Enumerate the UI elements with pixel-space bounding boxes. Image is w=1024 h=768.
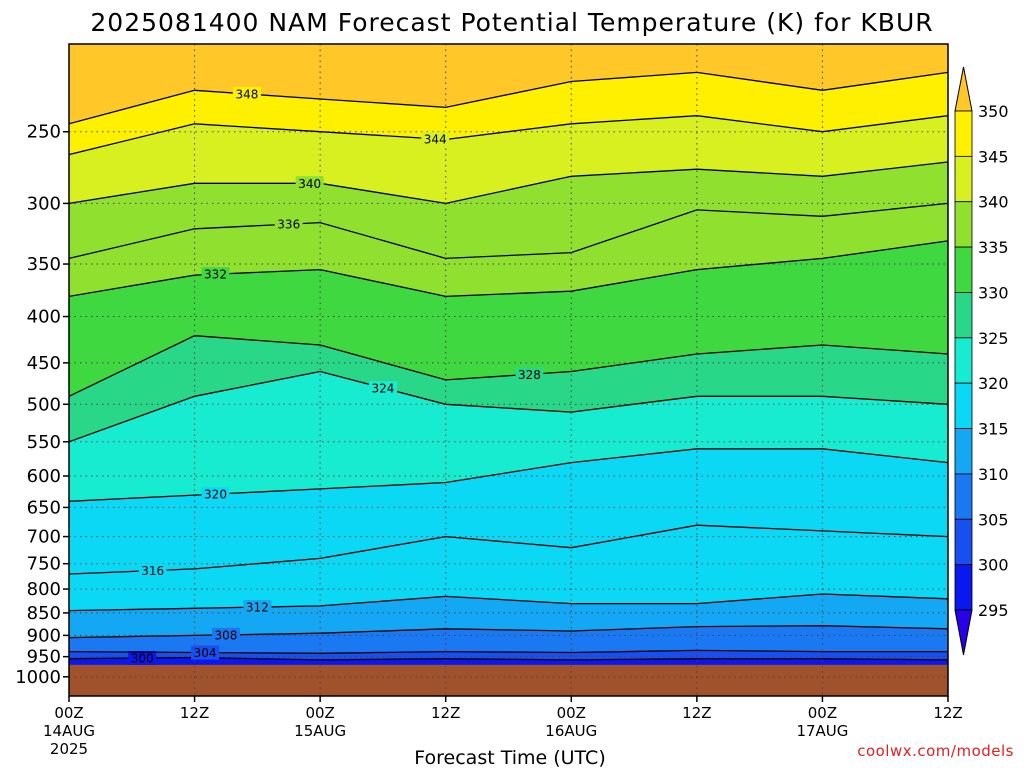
isentrope-312 (69, 593, 948, 612)
y-tick-label-600: 600 (27, 466, 61, 487)
y-tick-label-500: 500 (27, 394, 61, 415)
colorbar-segment-305 (954, 518, 973, 566)
x-tick-date-48: 16AUG (545, 722, 597, 740)
y-tick-label-700: 700 (27, 527, 61, 548)
y-tick-label-850: 850 (27, 603, 61, 624)
isentrope-label-bg-308 (211, 627, 240, 642)
colorbar-segment-345 (954, 155, 973, 203)
isentrope-label-308: 308 (215, 628, 238, 642)
x-tick-date-0: 14AUG (43, 722, 95, 740)
colorbar-segment-330 (954, 292, 973, 339)
x-tick-label-0: 00Z (54, 704, 83, 722)
isentrope-label-312: 312 (246, 601, 269, 615)
isentrope-label-320: 320 (204, 488, 227, 502)
y-tick-label-800: 800 (27, 579, 61, 600)
colorbar-segment-335 (954, 246, 973, 293)
y-tick-label-350: 350 (27, 254, 61, 275)
y-tick-label-1000: 1000 (15, 667, 61, 688)
isentrope-label-348: 348 (235, 87, 258, 101)
x-tick-label-24: 00Z (305, 704, 334, 722)
x-tick-label-36: 12Z (431, 704, 460, 722)
colorbar-label-315: 315 (978, 420, 1009, 439)
x-tick-label-48: 00Z (557, 704, 586, 722)
colorbar-segment-325 (954, 337, 973, 384)
colorbar-label-345: 345 (978, 147, 1009, 166)
colorbar-segment-300 (954, 564, 973, 611)
isentrope-344 (69, 115, 948, 156)
colorbar-label-300: 300 (978, 556, 1009, 575)
colorbar-label-350: 350 (978, 102, 1009, 121)
colorbar-label-295: 295 (978, 601, 1009, 620)
isentrope-label-336: 336 (277, 218, 300, 232)
colorbar-segment-320 (954, 382, 973, 429)
credit-text: coolwx.com/models (857, 742, 1014, 760)
isentrope-label-bg-320 (201, 487, 230, 502)
y-tick-label-300: 300 (27, 193, 61, 214)
isentrope-label-316: 316 (141, 564, 164, 578)
x-tick-date-72: 17AUG (796, 722, 848, 740)
colorbar-segment-350 (954, 110, 973, 157)
x-tick-label-12: 12Z (180, 704, 209, 722)
y-tick-label-250: 250 (27, 122, 61, 143)
y-tick-label-650: 650 (27, 497, 61, 518)
y-tick-label-550: 550 (27, 432, 61, 453)
y-tick-label-400: 400 (27, 307, 61, 328)
x-axis-label: Forecast Time (UTC) (414, 747, 605, 768)
isentrope-340 (69, 161, 948, 205)
isentrope-label-bg-344 (421, 131, 450, 146)
colorbar-label-320: 320 (978, 374, 1009, 393)
isentrope-label-332: 332 (204, 268, 227, 282)
colorbar-label-330: 330 (978, 283, 1009, 302)
isentrope-label-bg-300 (128, 650, 157, 665)
isentrope-label-328: 328 (518, 368, 541, 382)
colorbar-label-305: 305 (978, 510, 1009, 529)
isentrope-label-300: 300 (131, 651, 154, 665)
isentrope-316 (69, 524, 948, 575)
isentrope-label-324: 324 (371, 382, 394, 396)
chart-title: 2025081400 NAM Forecast Potential Temper… (90, 8, 933, 37)
colorbar-segment-315 (954, 428, 973, 475)
isentrope-label-bg-332 (201, 267, 230, 282)
colorbar-top-arrow (954, 66, 973, 112)
isentrope-label-bg-316 (138, 563, 167, 578)
x-tick-label-84: 12Z (933, 704, 962, 722)
isentrope-label-bg-340 (295, 176, 324, 191)
isentrope-label-340: 340 (298, 177, 321, 191)
y-tick-label-900: 900 (27, 625, 61, 646)
y-tick-label-450: 450 (27, 353, 61, 374)
y-tick-label-750: 750 (27, 554, 61, 575)
isentrope-label-bg-312 (243, 600, 272, 615)
isentrope-label-bg-324 (368, 381, 397, 396)
colorbar: 295 300 305 310 315 320 325 330 335 340 345 350 (954, 66, 1009, 656)
colorbar-label-335: 335 (978, 238, 1009, 257)
colorbar-segment-340 (954, 201, 973, 248)
isentrope-348 (69, 71, 948, 125)
colorbar-label-340: 340 (978, 193, 1009, 212)
colorbar-bottom-arrow (954, 609, 973, 656)
x-tick-year-0: 2025 (50, 740, 88, 758)
isentrope-336 (69, 202, 948, 260)
y-tick-label-950: 950 (27, 647, 61, 668)
isentrope-324 (69, 370, 948, 443)
isentrope-label-304: 304 (194, 646, 217, 660)
colorbar-label-310: 310 (978, 465, 1009, 484)
ground-fill (69, 664, 948, 696)
y-axis: 2503003504004505005506006507007508008509… (15, 122, 69, 688)
isentrope-328 (69, 335, 948, 397)
x-tick-label-72: 00Z (808, 704, 837, 722)
isentrope-label-bg-336 (274, 217, 303, 232)
isentrope-label-bg-328 (515, 367, 544, 382)
plot-frame (68, 43, 949, 697)
isentrope-label-344: 344 (424, 132, 447, 146)
x-tick-label-60: 12Z (682, 704, 711, 722)
isentrope-label-bg-304 (191, 645, 220, 660)
x-tick-date-24: 15AUG (294, 722, 346, 740)
isentrope-label-bg-348 (232, 86, 261, 101)
plot-area: 300 304 308 312 316 320 324 328 332 336 340 344 348 (68, 43, 949, 697)
colorbar-label-325: 325 (978, 329, 1009, 348)
colorbar-segment-310 (954, 473, 973, 520)
